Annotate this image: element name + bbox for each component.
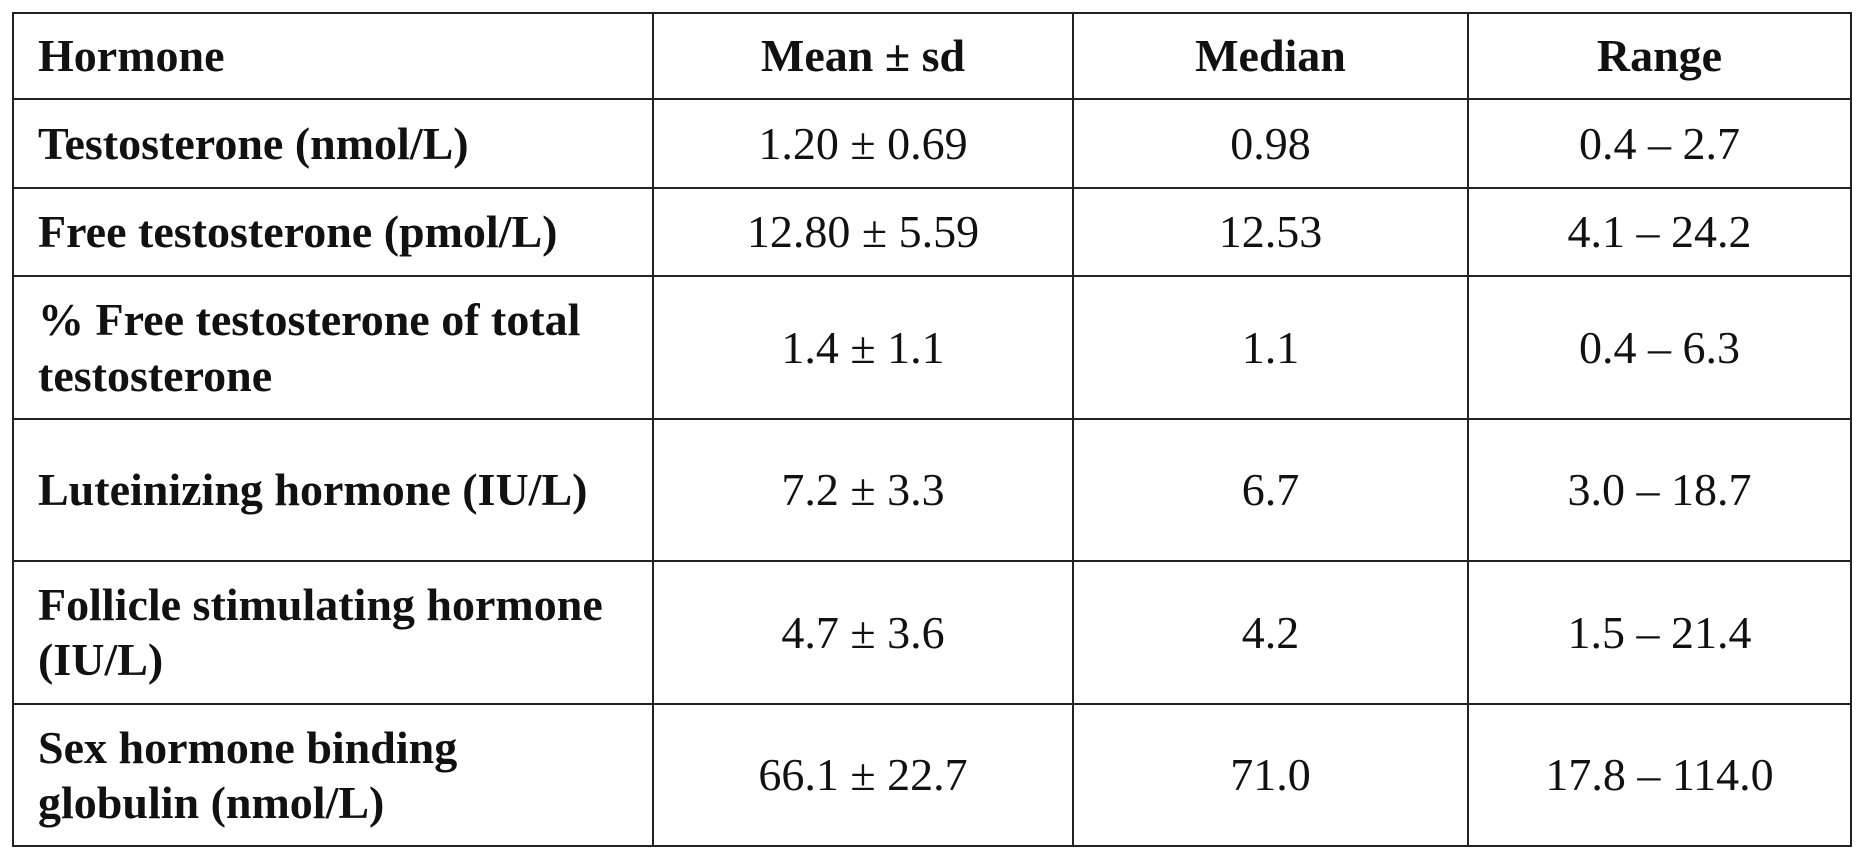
range-cell: 17.8 – 114.0 (1468, 704, 1851, 846)
header-range: Range (1468, 13, 1851, 99)
hormone-name-cell: Testosterone (nmol/L) (13, 99, 653, 188)
mean-sd-cell: 4.7 ± 3.6 (653, 561, 1073, 703)
range-cell: 3.0 – 18.7 (1468, 419, 1851, 561)
median-cell: 6.7 (1073, 419, 1468, 561)
hormone-name-cell: Follicle stimulating hormone (IU/L) (13, 561, 653, 703)
table-row: Luteinizing hormone (IU/L) 7.2 ± 3.3 6.7… (13, 419, 1851, 561)
range-cell: 0.4 – 2.7 (1468, 99, 1851, 188)
median-cell: 0.98 (1073, 99, 1468, 188)
header-mean-sd: Mean ± sd (653, 13, 1073, 99)
header-median: Median (1073, 13, 1468, 99)
header-hormone: Hormone (13, 13, 653, 99)
median-cell: 71.0 (1073, 704, 1468, 846)
mean-sd-cell: 7.2 ± 3.3 (653, 419, 1073, 561)
mean-sd-cell: 1.4 ± 1.1 (653, 276, 1073, 418)
table-row: Follicle stimulating hormone (IU/L) 4.7 … (13, 561, 1851, 703)
median-cell: 4.2 (1073, 561, 1468, 703)
range-cell: 1.5 – 21.4 (1468, 561, 1851, 703)
range-cell: 4.1 – 24.2 (1468, 188, 1851, 277)
table-row: Testosterone (nmol/L) 1.20 ± 0.69 0.98 0… (13, 99, 1851, 188)
hormone-name-cell: Sex hormone binding globulin (nmol/L) (13, 704, 653, 846)
hormone-name-cell: Free testosterone (pmol/L) (13, 188, 653, 277)
hormone-table-container: Hormone Mean ± sd Median Range Testoster… (12, 12, 1850, 847)
hormone-table: Hormone Mean ± sd Median Range Testoster… (12, 12, 1852, 847)
table-row: Sex hormone binding globulin (nmol/L) 66… (13, 704, 1851, 846)
median-cell: 1.1 (1073, 276, 1468, 418)
hormone-name-cell: % Free testosterone of total testosteron… (13, 276, 653, 418)
hormone-name-cell: Luteinizing hormone (IU/L) (13, 419, 653, 561)
median-cell: 12.53 (1073, 188, 1468, 277)
range-cell: 0.4 – 6.3 (1468, 276, 1851, 418)
table-row: Free testosterone (pmol/L) 12.80 ± 5.59 … (13, 188, 1851, 277)
table-row: % Free testosterone of total testosteron… (13, 276, 1851, 418)
mean-sd-cell: 12.80 ± 5.59 (653, 188, 1073, 277)
header-row: Hormone Mean ± sd Median Range (13, 13, 1851, 99)
mean-sd-cell: 66.1 ± 22.7 (653, 704, 1073, 846)
mean-sd-cell: 1.20 ± 0.69 (653, 99, 1073, 188)
